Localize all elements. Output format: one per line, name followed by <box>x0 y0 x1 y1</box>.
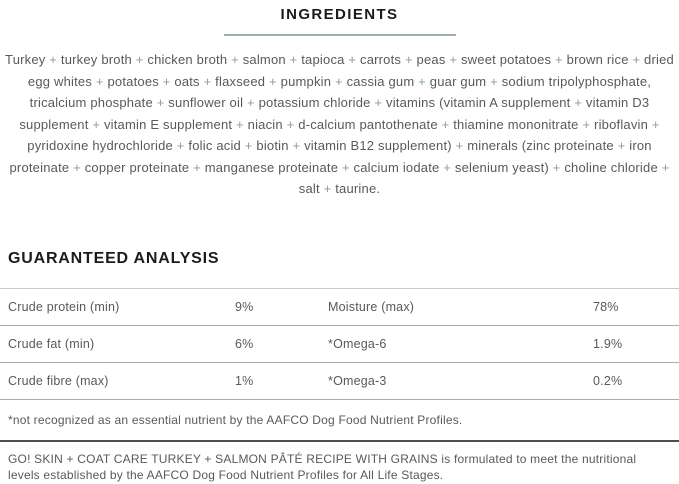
plus-separator: + <box>443 159 452 175</box>
plus-separator: + <box>651 116 660 132</box>
plus-separator: + <box>632 52 641 67</box>
nutrient-value: 9% <box>235 299 254 314</box>
plus-separator: + <box>441 116 450 132</box>
plus-separator: + <box>404 52 413 67</box>
plus-separator: + <box>552 159 561 175</box>
plus-separator: + <box>73 159 81 175</box>
plus-separator: + <box>418 73 426 89</box>
plus-separator: + <box>49 52 58 67</box>
nutrient-label: Crude fibre (max) <box>8 373 109 388</box>
ingredients-label-panel: INGREDIENTS Turkey + turkey broth + chic… <box>0 6 679 482</box>
plus-separator: + <box>236 116 244 132</box>
plus-separator: + <box>374 95 383 110</box>
plus-separator: + <box>95 73 104 89</box>
plus-separator: + <box>156 95 165 110</box>
plus-separator: + <box>193 159 201 175</box>
table-row: Crude protein (min) 9% Moisture (max) 78… <box>0 289 679 326</box>
guaranteed-analysis-heading: GUARANTEED ANALYSIS <box>8 249 220 267</box>
plus-separator: + <box>292 138 301 153</box>
ingredients-text: Turkey + turkey broth + chicken broth + … <box>5 52 674 196</box>
nutrient-value: 0.2% <box>593 373 623 388</box>
plus-separator: + <box>246 95 255 110</box>
plus-separator: + <box>289 52 298 67</box>
nutrient-label: *Omega-3 <box>328 373 387 388</box>
plus-separator: + <box>455 138 464 153</box>
nutrient-value: 78% <box>593 299 619 314</box>
plus-separator: + <box>203 73 212 89</box>
plus-separator: + <box>176 138 185 153</box>
nutrient-label: *Omega-6 <box>328 336 387 351</box>
table-row: Crude fat (min) 6% *Omega-6 1.9% <box>0 326 679 363</box>
plus-separator: + <box>269 73 277 89</box>
nutrient-label: Crude fat (min) <box>8 336 95 351</box>
aafco-footnote: *not recognized as an essential nutrient… <box>8 412 463 427</box>
plus-separator: + <box>341 159 350 175</box>
plus-separator: + <box>162 73 171 89</box>
guaranteed-analysis-table: Crude protein (min) 9% Moisture (max) 78… <box>0 287 679 400</box>
plus-separator: + <box>449 52 458 67</box>
nutrient-value: 6% <box>235 336 254 351</box>
plus-separator: + <box>231 52 239 67</box>
nutrient-label: Moisture (max) <box>328 299 415 314</box>
plus-separator: + <box>490 73 498 89</box>
plus-separator: + <box>135 52 144 67</box>
nutrient-value: 1.9% <box>593 336 623 351</box>
ingredients-heading-underline <box>223 34 456 36</box>
nutrient-value: 1% <box>235 373 254 388</box>
plus-separator: + <box>574 95 583 110</box>
plus-separator: + <box>582 116 591 132</box>
plus-separator: + <box>244 138 253 153</box>
section-divider <box>0 439 679 442</box>
formulation-statement: GO! SKIN + COAT CARE TURKEY + SALMON PÂT… <box>8 451 637 483</box>
table-row: Crude fibre (max) 1% *Omega-3 0.2% <box>0 363 679 400</box>
plus-separator: + <box>335 73 343 89</box>
plus-separator: + <box>661 159 670 175</box>
plus-separator: + <box>286 116 295 132</box>
plus-separator: + <box>348 52 357 67</box>
plus-separator: + <box>555 52 563 67</box>
plus-separator: + <box>323 181 332 196</box>
ingredients-heading: INGREDIENTS <box>280 6 399 23</box>
plus-separator: + <box>92 116 101 132</box>
nutrient-label: Crude protein (min) <box>8 299 120 314</box>
plus-separator: + <box>617 138 626 153</box>
